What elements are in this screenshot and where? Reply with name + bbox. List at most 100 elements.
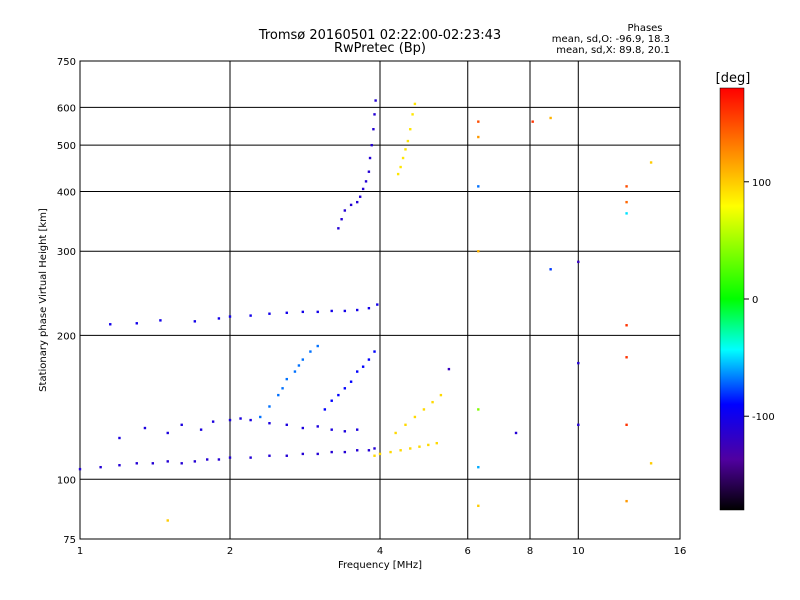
data-point [373,454,376,457]
data-point [228,315,232,318]
data-point-isolated [625,212,628,215]
data-point [394,431,397,435]
chart-subtitle: RwPretec (Bp) [334,41,426,56]
data-point-isolated [577,361,580,365]
x-tick-label: 8 [527,546,533,557]
data-point [281,387,284,390]
data-point [268,454,271,457]
data-point [301,426,305,430]
data-point [399,449,402,452]
data-point [373,350,376,353]
data-point-isolated [477,465,480,469]
colorbar-ticks: 100 0 -100 [744,178,775,423]
colorbar-tick-label: -100 [752,412,775,423]
data-point [301,452,305,456]
data-point-isolated [531,120,534,123]
data-point [199,428,203,431]
data-point [118,436,121,440]
data-point [118,464,121,467]
data-point [268,312,271,315]
data-point [330,309,333,313]
data-point [151,462,155,465]
data-point [370,143,373,147]
data-point-isolated [577,423,580,427]
data-point-isolated [625,499,628,503]
x-tick-label: 6 [465,546,471,557]
y-tick-label: 750 [57,57,76,68]
data-point [277,393,280,397]
data-point [343,309,347,313]
data-point-isolated [549,116,552,120]
data-point [364,180,368,183]
y-tick-label: 75 [63,535,76,546]
data-point-isolated [649,161,653,164]
data-point-isolated [477,408,480,411]
data-point [343,430,347,433]
data-point-isolated [477,250,480,253]
data-point-isolated [625,324,628,327]
data-point [309,350,312,353]
data-point [399,165,402,169]
colorbar [719,87,745,511]
data-point [356,428,359,431]
data-point-isolated [477,135,480,139]
data-point [193,460,197,463]
data-point [389,450,392,454]
x-tick-label: 10 [572,546,585,557]
data-point [249,418,252,422]
data-point [330,450,333,454]
data-point [378,452,382,456]
data-point [356,308,359,312]
data-point [285,377,288,381]
data-point [330,428,333,431]
data-point [343,209,347,212]
data-point-isolated [577,260,580,264]
data-point-isolated [477,120,480,123]
data-point [159,319,162,322]
data-point [217,317,221,320]
data-point [367,170,371,173]
chart-title: Tromsø 20160501 02:22:00-02:23:43 [258,28,501,43]
data-point [297,364,301,367]
data-point [356,200,359,204]
data-point [439,393,443,397]
grid-lines [80,61,680,539]
data-point [316,310,319,314]
data-point [418,445,421,448]
y-axis-label: Stationary phase Virtual Height [km] [38,208,49,392]
data-point [285,454,288,457]
colorbar-tick-label: 100 [752,178,771,189]
data-point [409,447,412,450]
data-point [413,102,417,106]
data-point-isolated [625,356,628,359]
data-point [340,218,343,221]
y-tick-label: 100 [57,475,76,486]
data-point [367,306,371,310]
data-point [166,431,169,435]
data-point [349,380,353,383]
stats-line-x: mean, sd,X: 89.8, 20.1 [556,45,670,56]
data-point [356,449,359,452]
data-point [356,370,359,373]
data-point [228,418,232,422]
data-point [361,365,365,368]
y-tick-label: 400 [57,187,76,198]
data-point [99,465,102,469]
data-point [78,467,82,471]
data-point-isolated [477,185,480,188]
x-tick-label: 4 [377,546,383,557]
stats-heading: Phases [627,23,662,34]
data-point [343,450,347,454]
colorbar-label: [deg] [716,71,751,86]
data-point [404,423,407,427]
data-point [268,422,271,425]
data-points [78,99,653,522]
data-point [316,344,319,348]
data-point [349,203,353,207]
x-axis-label: Frequency [MHz] [338,560,422,571]
data-point [401,156,405,160]
data-point [368,156,372,160]
x-tick-label: 16 [674,546,687,557]
data-point [249,456,252,459]
data-point [135,322,138,325]
